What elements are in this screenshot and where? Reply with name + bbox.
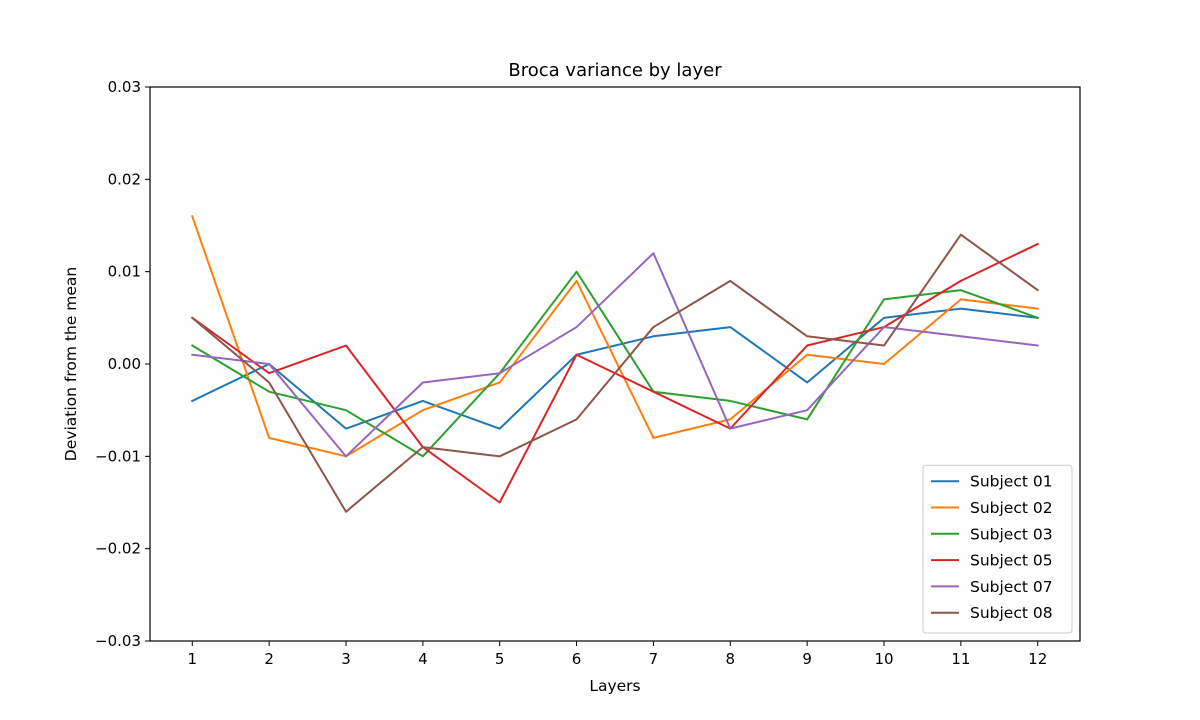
legend-label: Subject 07 bbox=[970, 578, 1053, 596]
x-tick-label: 2 bbox=[264, 650, 274, 668]
legend-label: Subject 01 bbox=[970, 473, 1053, 491]
y-tick-label: 0.02 bbox=[108, 170, 141, 188]
legend-label: Subject 03 bbox=[970, 525, 1053, 543]
x-tick-label: 5 bbox=[495, 650, 505, 668]
x-tick-label: 6 bbox=[572, 650, 582, 668]
series-line-subject-08 bbox=[190, 233, 1040, 513]
y-tick-label: 0.01 bbox=[108, 263, 141, 281]
x-axis: 1 2 3 4 5 6 7 8 9 10 11 12 bbox=[187, 641, 1047, 668]
series-line-subject-02 bbox=[190, 214, 1039, 458]
x-tick-label: 12 bbox=[1028, 650, 1047, 668]
y-tick-label: 0.03 bbox=[108, 78, 141, 96]
y-tick-label: 0.00 bbox=[108, 355, 141, 373]
series-line-subject-03 bbox=[190, 270, 1040, 458]
x-tick-label: 1 bbox=[187, 650, 197, 668]
x-tick-label: 9 bbox=[802, 650, 812, 668]
x-tick-label: 3 bbox=[341, 650, 351, 668]
x-tick-label: 7 bbox=[649, 650, 659, 668]
x-tick-label: 11 bbox=[951, 650, 970, 668]
x-tick-label: 8 bbox=[726, 650, 736, 668]
y-tick-label: −0.01 bbox=[95, 447, 141, 465]
y-axis: −0.03 −0.02 −0.01 0.00 0.01 0.02 0.03 bbox=[95, 78, 150, 650]
chart-title: Broca variance by layer bbox=[508, 60, 722, 81]
y-tick-label: −0.02 bbox=[95, 540, 141, 558]
x-axis-label: Layers bbox=[589, 677, 640, 695]
legend-label: Subject 05 bbox=[970, 552, 1053, 570]
legend: Subject 01 Subject 02 Subject 03 Subject 05… bbox=[922, 464, 1073, 634]
legend-label: Subject 08 bbox=[970, 604, 1053, 622]
x-tick-label: 4 bbox=[418, 650, 428, 668]
legend-box bbox=[922, 464, 1073, 634]
legend-label: Subject 02 bbox=[970, 499, 1053, 517]
y-tick-label: −0.03 bbox=[95, 632, 141, 650]
x-tick-label: 10 bbox=[874, 650, 893, 668]
series-line-subject-01 bbox=[190, 307, 1039, 430]
plot-area bbox=[190, 214, 1040, 513]
y-axis-label: Deviation from the mean bbox=[62, 267, 80, 461]
